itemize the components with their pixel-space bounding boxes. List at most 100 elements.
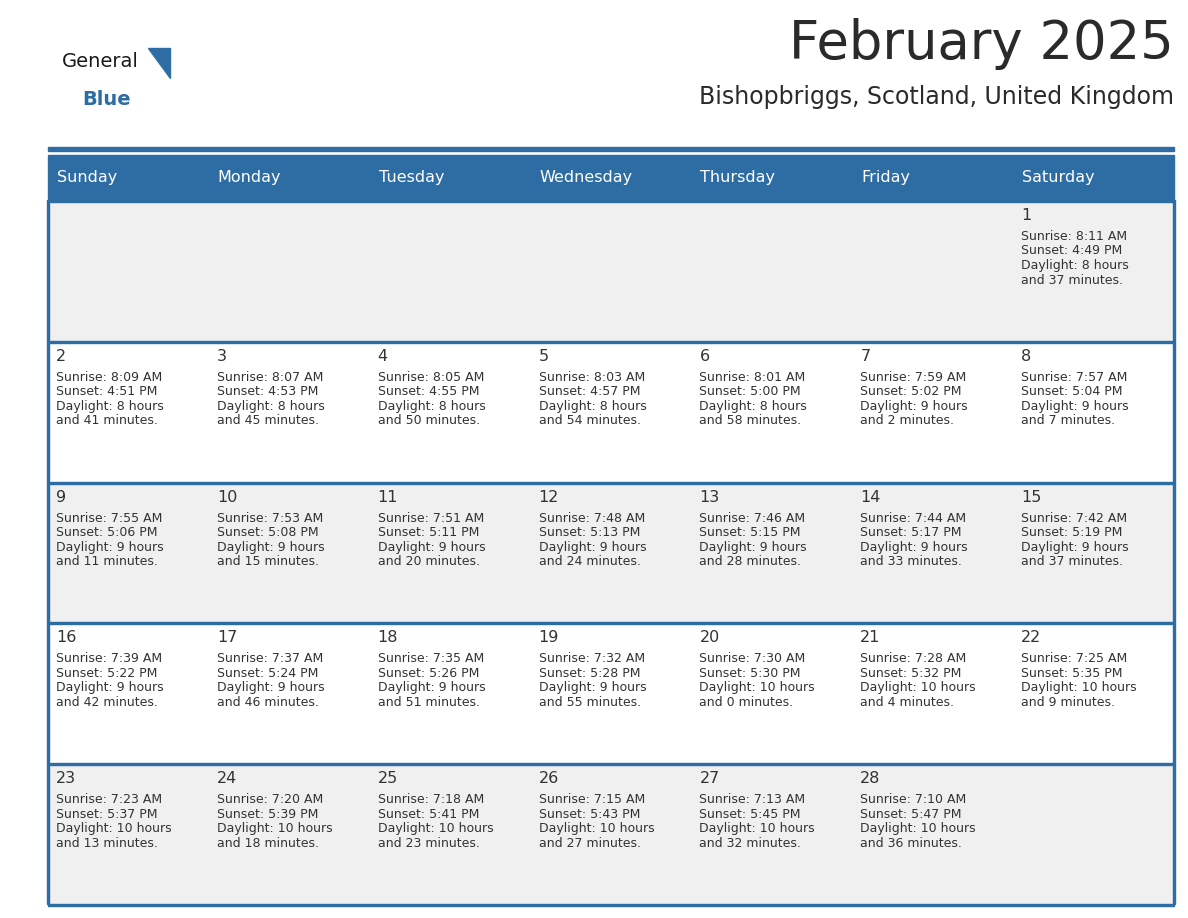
Text: 15: 15 bbox=[1022, 489, 1042, 505]
Bar bbox=[209, 155, 369, 200]
Bar bbox=[852, 155, 1013, 200]
Text: Friday: Friday bbox=[861, 170, 910, 185]
Text: 13: 13 bbox=[700, 489, 720, 505]
Bar bbox=[48, 622, 1174, 763]
Text: Sunrise: 8:01 AM: Sunrise: 8:01 AM bbox=[700, 371, 805, 384]
Text: General: General bbox=[62, 52, 139, 71]
Text: and 9 minutes.: and 9 minutes. bbox=[1022, 696, 1116, 709]
Text: Sunrise: 7:55 AM: Sunrise: 7:55 AM bbox=[56, 511, 163, 524]
Text: Sunset: 5:30 PM: Sunset: 5:30 PM bbox=[700, 666, 801, 680]
Text: Daylight: 9 hours: Daylight: 9 hours bbox=[378, 681, 486, 694]
Bar bbox=[48, 622, 1174, 624]
Text: and 24 minutes.: and 24 minutes. bbox=[538, 555, 640, 568]
Text: and 45 minutes.: and 45 minutes. bbox=[217, 414, 318, 427]
Text: 12: 12 bbox=[538, 489, 558, 505]
Text: 16: 16 bbox=[56, 631, 76, 645]
Text: 11: 11 bbox=[378, 489, 398, 505]
Text: Sunset: 4:49 PM: Sunset: 4:49 PM bbox=[1022, 244, 1123, 258]
Text: and 18 minutes.: and 18 minutes. bbox=[217, 836, 318, 850]
Text: and 37 minutes.: and 37 minutes. bbox=[1022, 274, 1123, 286]
Text: Daylight: 10 hours: Daylight: 10 hours bbox=[378, 823, 493, 835]
Text: Daylight: 9 hours: Daylight: 9 hours bbox=[538, 541, 646, 554]
Bar bbox=[48, 341, 1174, 482]
Text: Sunrise: 8:05 AM: Sunrise: 8:05 AM bbox=[378, 371, 484, 384]
Text: 1: 1 bbox=[1022, 208, 1031, 223]
Bar bbox=[48, 155, 209, 200]
Text: Sunrise: 7:18 AM: Sunrise: 7:18 AM bbox=[378, 793, 484, 806]
Text: Sunrise: 7:37 AM: Sunrise: 7:37 AM bbox=[217, 653, 323, 666]
Text: and 11 minutes.: and 11 minutes. bbox=[56, 555, 158, 568]
Text: Daylight: 9 hours: Daylight: 9 hours bbox=[56, 681, 164, 694]
Text: Daylight: 9 hours: Daylight: 9 hours bbox=[56, 541, 164, 554]
Text: and 33 minutes.: and 33 minutes. bbox=[860, 555, 962, 568]
Text: Sunset: 5:35 PM: Sunset: 5:35 PM bbox=[1022, 666, 1123, 680]
Text: Daylight: 8 hours: Daylight: 8 hours bbox=[700, 400, 807, 413]
Text: and 51 minutes.: and 51 minutes. bbox=[378, 696, 480, 709]
Text: and 58 minutes.: and 58 minutes. bbox=[700, 414, 802, 427]
Text: and 32 minutes.: and 32 minutes. bbox=[700, 836, 801, 850]
Bar bbox=[1173, 200, 1175, 904]
Text: and 7 minutes.: and 7 minutes. bbox=[1022, 414, 1116, 427]
Text: Sunset: 5:17 PM: Sunset: 5:17 PM bbox=[860, 526, 962, 539]
Text: 26: 26 bbox=[538, 771, 558, 786]
Bar bbox=[48, 763, 1174, 904]
Text: 25: 25 bbox=[378, 771, 398, 786]
Text: 23: 23 bbox=[56, 771, 76, 786]
Text: Sunrise: 8:03 AM: Sunrise: 8:03 AM bbox=[538, 371, 645, 384]
Bar bbox=[369, 155, 531, 200]
Text: Sunrise: 7:35 AM: Sunrise: 7:35 AM bbox=[378, 653, 484, 666]
Text: Daylight: 10 hours: Daylight: 10 hours bbox=[538, 823, 655, 835]
Text: Sunrise: 7:15 AM: Sunrise: 7:15 AM bbox=[538, 793, 645, 806]
Text: Thursday: Thursday bbox=[701, 170, 776, 185]
Text: and 36 minutes.: and 36 minutes. bbox=[860, 836, 962, 850]
Text: Daylight: 9 hours: Daylight: 9 hours bbox=[700, 541, 807, 554]
Text: Daylight: 8 hours: Daylight: 8 hours bbox=[56, 400, 164, 413]
Text: Sunrise: 8:09 AM: Sunrise: 8:09 AM bbox=[56, 371, 163, 384]
Text: Sunset: 5:24 PM: Sunset: 5:24 PM bbox=[217, 666, 318, 680]
Text: Sunrise: 7:51 AM: Sunrise: 7:51 AM bbox=[378, 511, 484, 524]
Bar bbox=[48, 147, 1174, 151]
Text: Daylight: 10 hours: Daylight: 10 hours bbox=[700, 823, 815, 835]
Bar bbox=[48, 904, 1174, 906]
Text: Blue: Blue bbox=[82, 90, 131, 109]
Text: Sunrise: 7:46 AM: Sunrise: 7:46 AM bbox=[700, 511, 805, 524]
Text: Sunset: 5:11 PM: Sunset: 5:11 PM bbox=[378, 526, 479, 539]
Text: Sunset: 4:51 PM: Sunset: 4:51 PM bbox=[56, 386, 157, 398]
Text: Sunrise: 7:39 AM: Sunrise: 7:39 AM bbox=[56, 653, 162, 666]
Text: 6: 6 bbox=[700, 349, 709, 364]
Text: Sunrise: 7:30 AM: Sunrise: 7:30 AM bbox=[700, 653, 805, 666]
Text: Monday: Monday bbox=[217, 170, 282, 185]
Text: Daylight: 8 hours: Daylight: 8 hours bbox=[538, 400, 646, 413]
Text: Sunrise: 7:48 AM: Sunrise: 7:48 AM bbox=[538, 511, 645, 524]
Text: Daylight: 9 hours: Daylight: 9 hours bbox=[1022, 400, 1129, 413]
Text: 8: 8 bbox=[1022, 349, 1031, 364]
Text: Daylight: 10 hours: Daylight: 10 hours bbox=[217, 823, 333, 835]
Text: Sunset: 5:06 PM: Sunset: 5:06 PM bbox=[56, 526, 158, 539]
Polygon shape bbox=[148, 48, 170, 78]
Bar bbox=[48, 763, 1174, 766]
Text: Sunset: 5:45 PM: Sunset: 5:45 PM bbox=[700, 808, 801, 821]
Text: 24: 24 bbox=[217, 771, 238, 786]
Bar bbox=[48, 200, 1174, 202]
Text: 19: 19 bbox=[538, 631, 558, 645]
Bar bbox=[48, 200, 49, 904]
Text: Sunset: 5:39 PM: Sunset: 5:39 PM bbox=[217, 808, 318, 821]
Text: Sunset: 5:28 PM: Sunset: 5:28 PM bbox=[538, 666, 640, 680]
Text: Sunrise: 8:11 AM: Sunrise: 8:11 AM bbox=[1022, 230, 1127, 243]
Text: and 27 minutes.: and 27 minutes. bbox=[538, 836, 640, 850]
Text: Sunset: 5:26 PM: Sunset: 5:26 PM bbox=[378, 666, 479, 680]
Text: Sunrise: 7:57 AM: Sunrise: 7:57 AM bbox=[1022, 371, 1127, 384]
Text: and 37 minutes.: and 37 minutes. bbox=[1022, 555, 1123, 568]
Text: Sunset: 5:02 PM: Sunset: 5:02 PM bbox=[860, 386, 962, 398]
Text: 14: 14 bbox=[860, 489, 880, 505]
Bar bbox=[48, 200, 1174, 341]
Text: 22: 22 bbox=[1022, 631, 1042, 645]
Text: Sunset: 5:15 PM: Sunset: 5:15 PM bbox=[700, 526, 801, 539]
Text: Sunrise: 7:25 AM: Sunrise: 7:25 AM bbox=[1022, 653, 1127, 666]
Text: Sunset: 5:37 PM: Sunset: 5:37 PM bbox=[56, 808, 158, 821]
Text: Daylight: 9 hours: Daylight: 9 hours bbox=[538, 681, 646, 694]
Text: Sunset: 4:55 PM: Sunset: 4:55 PM bbox=[378, 386, 479, 398]
Text: and 13 minutes.: and 13 minutes. bbox=[56, 836, 158, 850]
Text: Daylight: 9 hours: Daylight: 9 hours bbox=[860, 400, 968, 413]
Text: Daylight: 10 hours: Daylight: 10 hours bbox=[860, 681, 975, 694]
